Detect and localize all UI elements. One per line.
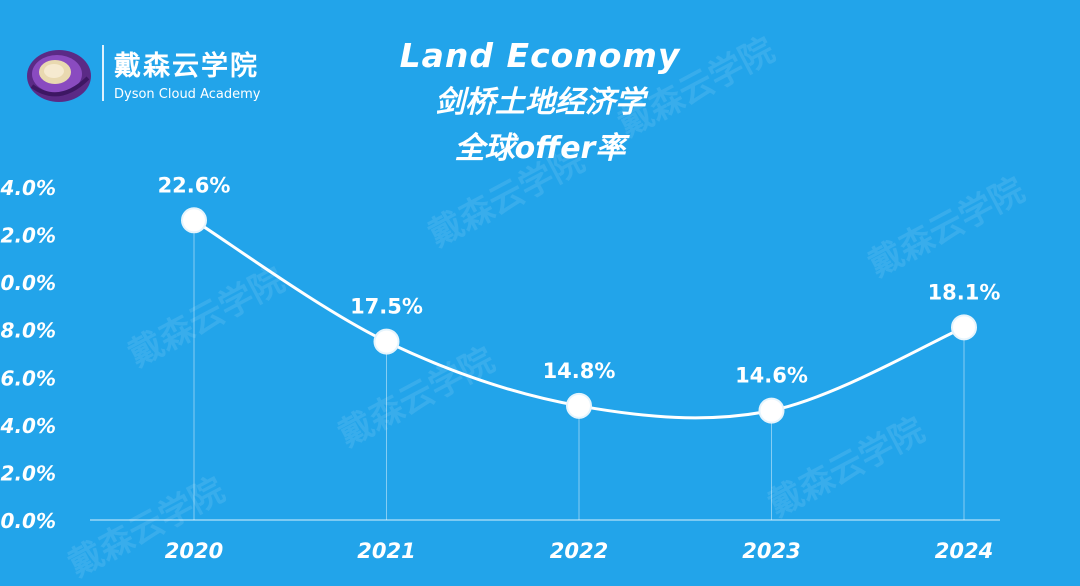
data-point-marker <box>951 314 977 341</box>
data-label: 22.6% <box>158 173 231 197</box>
data-point-marker <box>758 397 785 424</box>
y-tick-label: 24.0% <box>0 176 56 200</box>
data-point-marker <box>373 328 400 355</box>
data-label: 14.8% <box>543 359 616 383</box>
data-point-marker <box>181 207 207 234</box>
y-tick-label: 20.0% <box>0 271 56 295</box>
x-tick-label: 2024 <box>935 539 993 563</box>
x-tick-label: 2020 <box>165 539 223 563</box>
chart-title-line-2: 剑桥土地经济学 <box>435 85 645 120</box>
y-tick-label: 18.0% <box>0 319 56 343</box>
x-tick-label: 2021 <box>357 539 415 563</box>
chart-title-line-3: 全球offer率 <box>454 131 626 166</box>
data-label: 17.5% <box>350 295 423 319</box>
y-tick-label: 12.0% <box>0 461 56 485</box>
y-tick-label: 22.0% <box>0 224 56 248</box>
markers <box>181 207 977 424</box>
brand-name-en: Dyson Cloud Academy <box>114 87 261 102</box>
y-axis: 10.0% 12.0% 14.0% 16.0% 18.0% 20.0% 22.0% 24.0% <box>0 176 1000 533</box>
data-label: 18.1% <box>928 280 1001 304</box>
data-labels: 22.6% 17.5% 14.8% 14.6% 18.1% <box>158 173 1001 387</box>
brand-logo: 戴森云学院 Dyson Cloud Academy <box>24 38 260 108</box>
data-point-marker <box>566 392 592 419</box>
x-tick-label: 2022 <box>550 539 608 563</box>
data-label: 14.6% <box>735 364 808 388</box>
logo-icon <box>27 50 91 102</box>
x-tick-label: 2023 <box>742 539 800 563</box>
brand-name-cn: 戴森云学院 <box>114 51 259 82</box>
y-tick-label: 10.0% <box>0 509 56 533</box>
y-tick-label: 16.0% <box>0 366 56 390</box>
drop-lines <box>193 220 965 520</box>
logo-divider <box>102 45 104 101</box>
y-tick-label: 14.0% <box>0 414 56 438</box>
x-axis: 2020 2021 2022 2023 2024 <box>165 539 993 563</box>
series-line <box>193 219 965 420</box>
chart-title: Land Economy 剑桥土地经济学 全球offer率 <box>330 0 750 167</box>
chart-title-line-1: Land Economy <box>399 36 681 75</box>
